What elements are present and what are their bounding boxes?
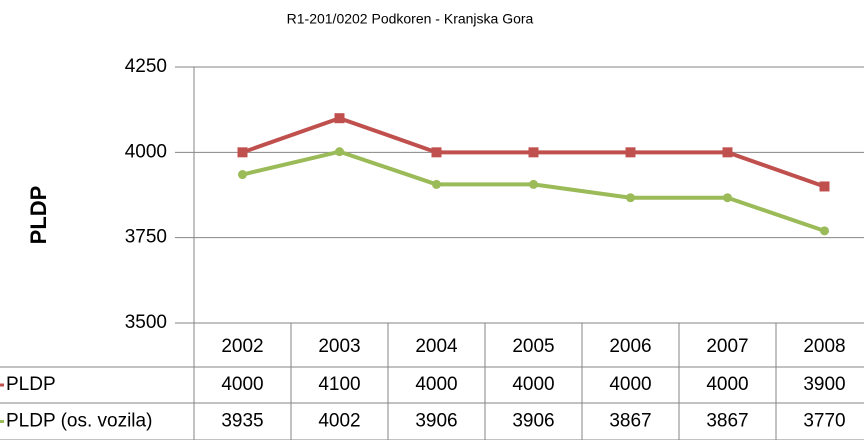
y-tick-label: 3750 — [125, 227, 167, 248]
point — [431, 147, 442, 158]
y-tick-label: 4000 — [125, 141, 167, 162]
x-tick-label: 2004 — [415, 336, 458, 357]
table-value: 3906 — [415, 411, 457, 432]
y-tick-label: 3500 — [125, 312, 167, 333]
point — [722, 147, 733, 158]
legend-label: PLDP (os. vozila) — [6, 411, 152, 432]
table-value: 4000 — [609, 374, 651, 395]
x-tick-label: 2006 — [609, 336, 651, 357]
table-value: 4000 — [512, 374, 554, 395]
x-tick-label: 2008 — [803, 336, 845, 357]
table-value: 3935 — [221, 411, 263, 432]
point — [723, 193, 732, 203]
x-tick-label: 2005 — [512, 336, 554, 357]
point — [529, 179, 538, 189]
x-tick-label: 2007 — [706, 336, 748, 357]
table-value: 4000 — [221, 374, 263, 395]
point — [626, 193, 635, 203]
point — [237, 147, 248, 158]
table-value: 4002 — [318, 411, 360, 432]
table-value: 3867 — [609, 411, 651, 432]
point — [820, 226, 829, 236]
x-tick-label: 2003 — [318, 336, 360, 357]
point — [528, 147, 539, 158]
point — [819, 181, 830, 192]
series-line — [242, 149, 826, 233]
point — [625, 147, 636, 158]
table-value: 3867 — [706, 411, 748, 432]
table-value: 3900 — [803, 374, 845, 395]
x-tick-label: 2002 — [221, 336, 263, 357]
y-axis-label: PLDP — [26, 186, 51, 245]
y-tick-label: 4250 — [125, 56, 167, 77]
point — [335, 147, 344, 157]
table-value: 4100 — [318, 374, 360, 395]
table-value: 4000 — [415, 374, 457, 395]
table-value: 4000 — [706, 374, 748, 395]
point — [238, 170, 247, 180]
chart-title: R1-201/0202 Podkoren - Kranjska Gora — [287, 11, 534, 27]
table-value: 3906 — [512, 411, 554, 432]
point — [432, 179, 441, 189]
table-value: 3770 — [803, 411, 845, 432]
legend-label: PLDP — [6, 374, 56, 395]
point — [334, 113, 345, 124]
